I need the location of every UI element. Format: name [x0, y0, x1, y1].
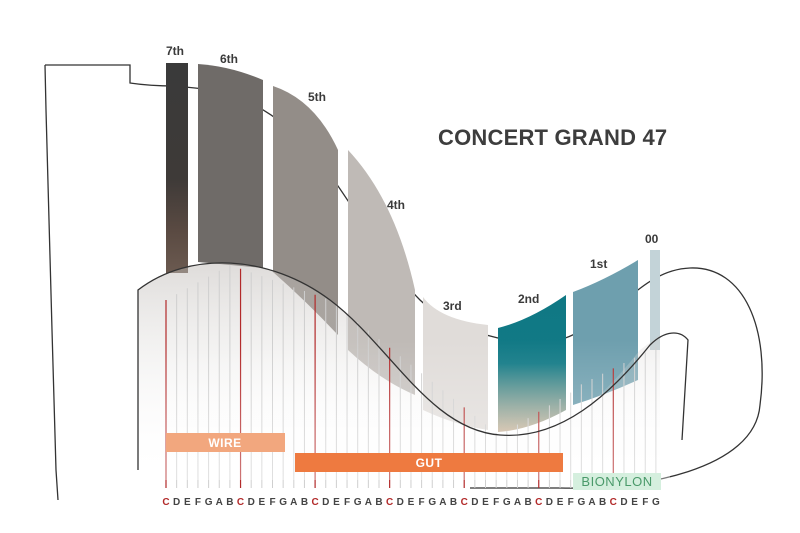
- octave-bar-6th: [198, 64, 263, 268]
- gut-band: GUT: [295, 453, 563, 472]
- note-label: F: [195, 497, 201, 508]
- octave-bar-00: [650, 250, 660, 350]
- octave-label-00: 00: [645, 232, 659, 246]
- note-label: G: [503, 497, 511, 508]
- note-label: G: [205, 497, 213, 508]
- note-label: A: [439, 497, 446, 508]
- note-label: G: [279, 497, 287, 508]
- note-label: C: [162, 497, 169, 508]
- note-label: C: [461, 497, 468, 508]
- note-label: B: [375, 497, 382, 508]
- note-label: D: [546, 497, 553, 508]
- note-label: A: [514, 497, 521, 508]
- note-label: E: [557, 497, 564, 508]
- note-label: C: [610, 497, 617, 508]
- note-label: F: [493, 497, 499, 508]
- note-label: F: [642, 497, 648, 508]
- note-label: C: [311, 497, 318, 508]
- note-label: B: [524, 497, 531, 508]
- note-label: D: [620, 497, 627, 508]
- note-label: F: [568, 497, 574, 508]
- gut-band-label: GUT: [416, 456, 443, 470]
- note-label: B: [301, 497, 308, 508]
- bionylon-band: BIONYLON: [573, 473, 661, 490]
- note-label: C: [535, 497, 542, 508]
- note-label: D: [397, 497, 404, 508]
- octave-label-2nd: 2nd: [518, 292, 539, 306]
- octave-bar-5th: [273, 86, 338, 335]
- note-label: D: [173, 497, 180, 508]
- note-label: C: [386, 497, 393, 508]
- note-label: C: [237, 497, 244, 508]
- gut-band-bar: [295, 453, 563, 472]
- note-label: E: [184, 497, 191, 508]
- note-label: A: [365, 497, 372, 508]
- note-label: F: [344, 497, 350, 508]
- note-label: G: [652, 497, 660, 508]
- bionylon-band-bar: [573, 473, 661, 490]
- note-label: A: [290, 497, 297, 508]
- note-label: G: [577, 497, 585, 508]
- note-label: G: [354, 497, 362, 508]
- note-label: A: [216, 497, 223, 508]
- note-label: D: [471, 497, 478, 508]
- soundboard-outline: [137, 262, 689, 470]
- wire-band: WIRE: [166, 433, 285, 452]
- note-label: F: [419, 497, 425, 508]
- note-label: A: [588, 497, 595, 508]
- note-label: F: [269, 497, 275, 508]
- note-label: E: [631, 497, 638, 508]
- bionylon-band-label: BIONYLON: [581, 474, 652, 489]
- note-label: D: [322, 497, 329, 508]
- octave-label-5th: 5th: [308, 90, 326, 104]
- diagram-title: CONCERT GRAND 47: [438, 125, 667, 150]
- octave-label-4th: 4th: [387, 198, 405, 212]
- octave-label-1st: 1st: [590, 257, 607, 271]
- octave-label-6th: 6th: [220, 52, 238, 66]
- harp-left-outline: [44, 64, 59, 501]
- octave-bar-7th: [166, 63, 188, 273]
- note-label: B: [450, 497, 457, 508]
- octave-label-3rd: 3rd: [443, 299, 462, 313]
- note-label: B: [599, 497, 606, 508]
- wire-band-bar: [166, 433, 285, 452]
- note-label: B: [226, 497, 233, 508]
- octave-label-7th: 7th: [166, 44, 184, 58]
- note-label: E: [482, 497, 489, 508]
- note-label: D: [248, 497, 255, 508]
- note-label: G: [428, 497, 436, 508]
- wire-band-label: WIRE: [208, 436, 241, 450]
- note-label: E: [259, 497, 266, 508]
- note-label: E: [408, 497, 415, 508]
- note-label: E: [333, 497, 340, 508]
